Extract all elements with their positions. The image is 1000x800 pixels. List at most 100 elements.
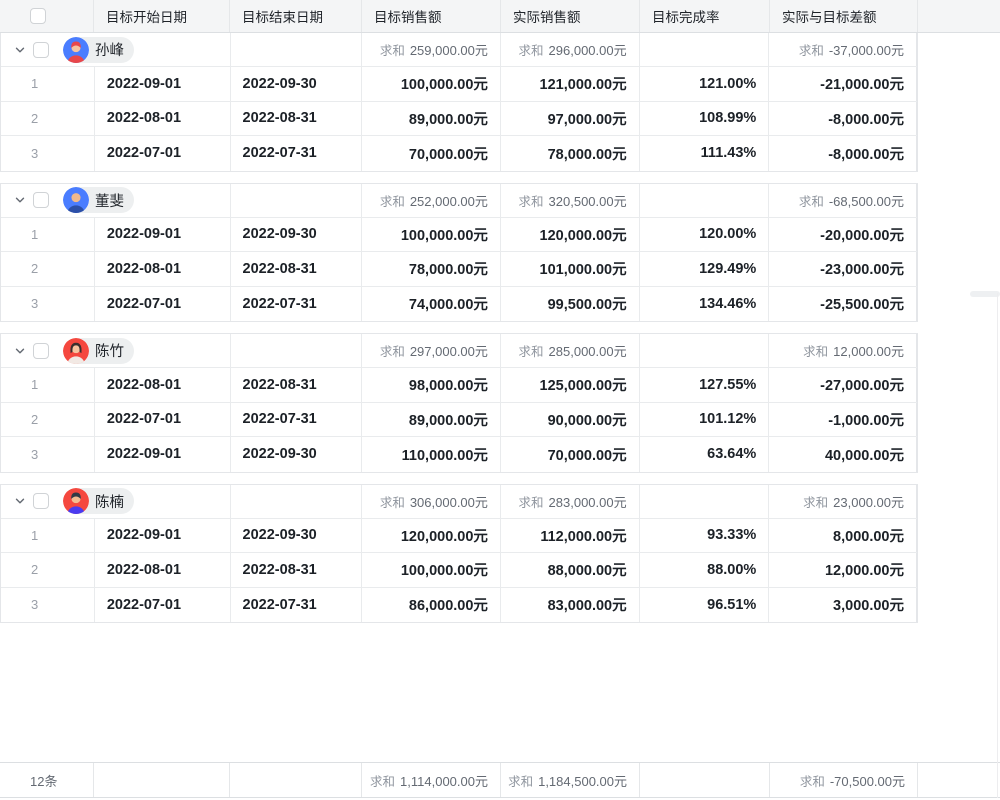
header-cell-actual-sales[interactable]: 实际销售额 [501,0,640,32]
cell-completion-rate[interactable]: 134.46% [640,286,770,321]
cell-actual-sales[interactable]: 120,000.00元 [501,217,640,251]
header-cell-difference[interactable]: 实际与目标差额 [770,0,918,32]
table-row[interactable]: 2 2022-08-01 2022-08-31 78,000.00元 101,0… [1,252,917,287]
group-actual-sum[interactable]: 求和 283,000.00元 [501,484,640,518]
table-row[interactable]: 3 2022-07-01 2022-07-31 86,000.00元 83,00… [1,587,917,622]
cell-difference[interactable]: -25,500.00元 [769,286,917,321]
cell-actual-sales[interactable]: 97,000.00元 [501,101,640,135]
cell-target-sales[interactable]: 100,000.00元 [362,553,501,587]
cell-completion-rate[interactable]: 101.12% [640,402,770,436]
group-checkbox[interactable] [33,192,49,208]
cell-completion-rate[interactable]: 108.99% [640,101,770,135]
group-diff-sum[interactable]: 求和 12,000.00元 [769,334,917,367]
chevron-down-icon[interactable] [13,43,27,57]
cell-target-sales[interactable]: 100,000.00元 [362,67,501,101]
cell-completion-rate[interactable]: 129.49% [640,252,770,286]
cell-start-date[interactable]: 2022-09-01 [95,67,231,101]
cell-start-date[interactable]: 2022-09-01 [95,217,231,251]
group-target-sum[interactable]: 求和 306,000.00元 [362,484,501,518]
cell-end-date[interactable]: 2022-09-30 [231,67,363,101]
group-checkbox[interactable] [33,342,49,359]
header-cell-target-sales[interactable]: 目标销售额 [362,0,501,32]
cell-target-sales[interactable]: 98,000.00元 [362,368,501,402]
footer-diff-sum[interactable]: 求和 -70,500.00元 [770,763,918,797]
cell-target-sales[interactable]: 110,000.00元 [362,437,501,472]
table-row[interactable]: 1 2022-09-01 2022-09-30 100,000.00元 120,… [1,217,917,252]
cell-difference[interactable]: 3,000.00元 [769,587,917,622]
person-tag[interactable]: 陈楠 [63,488,134,514]
group-header-row[interactable]: 董斐 求和 252,000.00元 求和 320,500.00元 求和 -68,… [1,183,917,218]
group-diff-sum[interactable]: 求和 -68,500.00元 [769,183,917,217]
cell-difference[interactable]: 40,000.00元 [769,437,917,472]
table-row[interactable]: 3 2022-07-01 2022-07-31 70,000.00元 78,00… [1,136,917,171]
cell-start-date[interactable]: 2022-07-01 [95,587,231,622]
cell-end-date[interactable]: 2022-09-30 [231,518,363,552]
header-cell-start-date[interactable]: 目标开始日期 [94,0,230,32]
cell-end-date[interactable]: 2022-09-30 [231,217,363,251]
person-tag[interactable]: 孙峰 [63,36,134,63]
cell-target-sales[interactable]: 89,000.00元 [362,101,501,135]
cell-difference[interactable]: 8,000.00元 [769,518,917,552]
cell-actual-sales[interactable]: 90,000.00元 [501,402,640,436]
group-actual-sum[interactable]: 求和 320,500.00元 [501,183,640,217]
person-tag[interactable]: 陈竹 [63,337,134,364]
group-checkbox[interactable] [33,41,49,58]
cell-end-date[interactable]: 2022-07-31 [231,587,363,622]
group-checkbox[interactable] [33,493,49,509]
cell-completion-rate[interactable]: 88.00% [640,553,770,587]
table-row[interactable]: 1 2022-08-01 2022-08-31 98,000.00元 125,0… [1,368,917,403]
header-cell-end-date[interactable]: 目标结束日期 [230,0,362,32]
cell-end-date[interactable]: 2022-07-31 [231,286,363,321]
cell-completion-rate[interactable]: 120.00% [640,217,770,251]
group-diff-sum[interactable]: 求和 -37,000.00元 [769,33,917,66]
group-header-row[interactable]: 孙峰 求和 259,000.00元 求和 296,000.00元 求和 -37,… [1,33,917,67]
group-header-row[interactable]: 陈竹 求和 297,000.00元 求和 285,000.00元 求和 12,0… [1,334,917,368]
cell-completion-rate[interactable]: 111.43% [640,136,770,171]
cell-start-date[interactable]: 2022-08-01 [95,553,231,587]
cell-start-date[interactable]: 2022-07-01 [95,286,231,321]
footer-actual-sum[interactable]: 求和 1,184,500.00元 [501,763,640,797]
footer-target-sum[interactable]: 求和 1,114,000.00元 [362,763,501,797]
cell-target-sales[interactable]: 89,000.00元 [362,402,501,436]
group-target-sum[interactable]: 求和 259,000.00元 [362,33,501,66]
cell-end-date[interactable]: 2022-09-30 [231,437,363,472]
cell-target-sales[interactable]: 78,000.00元 [362,252,501,286]
person-tag[interactable]: 董斐 [63,187,134,213]
cell-end-date[interactable]: 2022-08-31 [231,368,363,402]
cell-difference[interactable]: -21,000.00元 [769,67,917,101]
cell-completion-rate[interactable]: 96.51% [640,587,770,622]
table-row[interactable]: 2 2022-08-01 2022-08-31 89,000.00元 97,00… [1,101,917,136]
table-row[interactable]: 3 2022-07-01 2022-07-31 74,000.00元 99,50… [1,286,917,321]
header-cell-completion-rate[interactable]: 目标完成率 [640,0,770,32]
cell-difference[interactable]: -27,000.00元 [769,368,917,402]
group-diff-sum[interactable]: 求和 23,000.00元 [769,484,917,518]
group-actual-sum[interactable]: 求和 296,000.00元 [501,33,640,66]
cell-end-date[interactable]: 2022-08-31 [231,101,363,135]
cell-completion-rate[interactable]: 63.64% [640,437,770,472]
table-row[interactable]: 1 2022-09-01 2022-09-30 120,000.00元 112,… [1,518,917,553]
table-row[interactable]: 2 2022-07-01 2022-07-31 89,000.00元 90,00… [1,402,917,437]
cell-end-date[interactable]: 2022-07-31 [231,136,363,171]
cell-actual-sales[interactable]: 70,000.00元 [501,437,640,472]
cell-completion-rate[interactable]: 121.00% [640,67,770,101]
cell-difference[interactable]: 12,000.00元 [769,553,917,587]
cell-end-date[interactable]: 2022-08-31 [231,252,363,286]
cell-actual-sales[interactable]: 88,000.00元 [501,553,640,587]
cell-actual-sales[interactable]: 112,000.00元 [501,518,640,552]
cell-target-sales[interactable]: 120,000.00元 [362,518,501,552]
cell-actual-sales[interactable]: 125,000.00元 [501,368,640,402]
cell-actual-sales[interactable]: 78,000.00元 [501,136,640,171]
cell-start-date[interactable]: 2022-08-01 [95,368,231,402]
cell-actual-sales[interactable]: 83,000.00元 [501,587,640,622]
chevron-down-icon[interactable] [13,344,27,358]
cell-end-date[interactable]: 2022-07-31 [231,402,363,436]
horizontal-scrollbar-thumb[interactable] [970,291,1000,297]
cell-start-date[interactable]: 2022-08-01 [95,101,231,135]
table-row[interactable]: 2 2022-08-01 2022-08-31 100,000.00元 88,0… [1,553,917,588]
table-row[interactable]: 1 2022-09-01 2022-09-30 100,000.00元 121,… [1,67,917,102]
cell-target-sales[interactable]: 100,000.00元 [362,217,501,251]
cell-target-sales[interactable]: 86,000.00元 [362,587,501,622]
cell-difference[interactable]: -8,000.00元 [769,136,917,171]
group-header-row[interactable]: 陈楠 求和 306,000.00元 求和 283,000.00元 求和 23,0… [1,484,917,519]
chevron-down-icon[interactable] [13,193,27,207]
